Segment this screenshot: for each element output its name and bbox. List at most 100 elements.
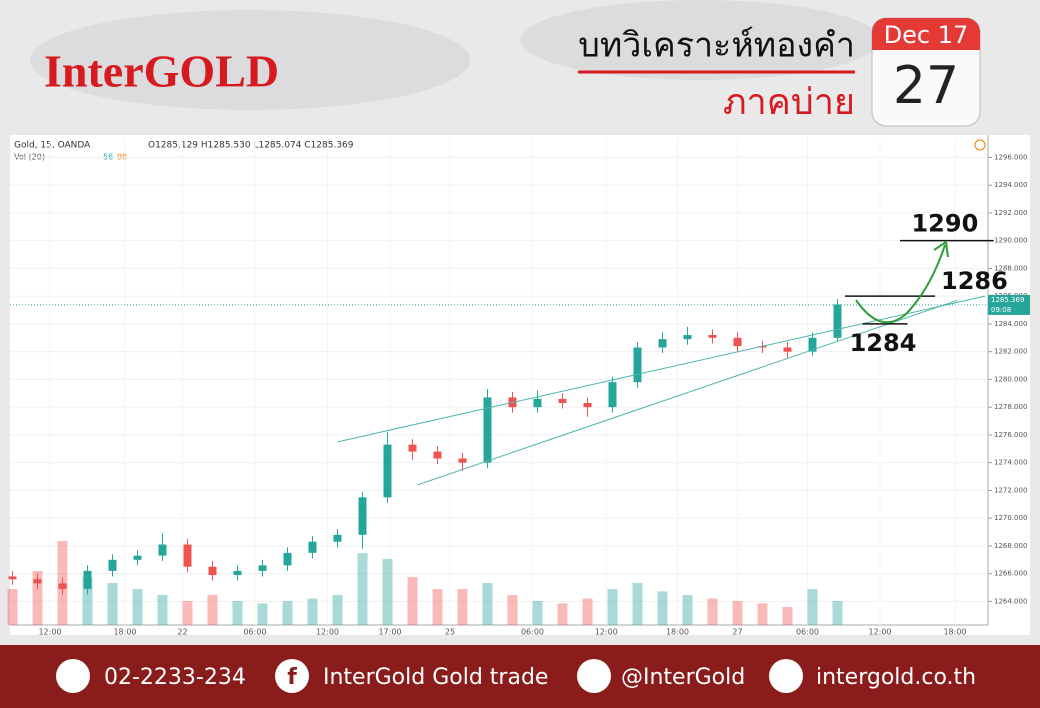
calendar-day: 27	[893, 56, 959, 116]
line-account[interactable]: @InterGold	[621, 665, 745, 690]
candle-body	[83, 570, 92, 589]
y-tick-label: 1276.000	[994, 431, 1027, 439]
x-tick-label: 18:00	[113, 628, 136, 637]
facebook-icon[interactable]	[275, 659, 309, 693]
alert-icon[interactable]	[974, 139, 986, 151]
volume-bar	[832, 601, 843, 625]
x-tick-label: 18:00	[943, 628, 966, 637]
y-tick-label: 1274.000	[994, 459, 1027, 467]
candle-body	[58, 583, 67, 589]
website[interactable]: intergold.co.th	[816, 665, 976, 690]
phone-icon[interactable]	[56, 659, 90, 693]
x-tick-label: 06:00	[521, 628, 544, 637]
symbol: Gold, 15, OANDA	[14, 141, 91, 151]
candle-body	[358, 497, 367, 535]
volume-bar	[757, 603, 768, 625]
candle-body	[308, 541, 317, 553]
volume-bar	[632, 583, 643, 625]
plot: 1264.000 1266.000 1268.000 1270.000 1272.000…	[7, 138, 1030, 637]
candle-body	[733, 337, 742, 347]
candle-body	[383, 444, 392, 498]
y-tick-label: 1280.000	[994, 375, 1027, 383]
last-price-tag	[988, 294, 1030, 315]
y-tick-label: 1290.000	[994, 237, 1027, 245]
x-tick-label: 12:00	[38, 628, 61, 637]
volume-bar	[557, 603, 568, 625]
x-tick-label: 06:00	[796, 628, 819, 637]
candle-body	[783, 347, 792, 352]
candle-body	[133, 555, 142, 560]
map-shape	[30, 10, 470, 110]
volume-bar	[732, 601, 743, 625]
volume-bar	[182, 601, 193, 625]
volume-bar	[7, 589, 18, 625]
volume-bar	[82, 577, 93, 625]
volume-bar	[457, 589, 468, 625]
candle-body	[558, 398, 567, 404]
volume-bar	[382, 559, 393, 625]
x-tick-label: 25	[445, 628, 455, 637]
candle-body	[408, 444, 417, 452]
candle-body	[533, 398, 542, 408]
y-tick-label: 1268.000	[994, 542, 1027, 550]
footer	[0, 645, 1040, 708]
channel-line	[417, 299, 958, 486]
level-label: 1290	[911, 210, 978, 238]
y-tick-label: 1266.000	[994, 570, 1027, 578]
y-tick-label: 1282.000	[994, 348, 1027, 356]
x-tick-label: 12:00	[595, 628, 618, 637]
candle-body	[633, 347, 642, 383]
volume-bar	[607, 589, 618, 625]
candle-body	[808, 337, 817, 352]
candle-body	[333, 534, 342, 542]
candle-body	[8, 576, 17, 580]
last-price-label: 1285.369	[991, 296, 1024, 304]
volume-bar	[782, 607, 793, 625]
facebook[interactable]: InterGold Gold trade	[323, 665, 548, 690]
volume-bar	[132, 589, 143, 625]
candle-body	[608, 382, 617, 408]
y-tick-label: 1264.000	[994, 597, 1027, 605]
candle-body	[183, 544, 192, 567]
forecast-arrowhead	[933, 240, 949, 258]
candle-body	[108, 559, 117, 571]
volume-bar	[432, 589, 443, 625]
calendar: Dec 17 27	[871, 17, 981, 127]
forecast-arrow	[855, 244, 946, 324]
ohlc-readout: O1285.129 H1285.530 L1285.074 C1285.369	[148, 141, 354, 151]
volume-bar	[682, 595, 693, 625]
volume-bar	[482, 583, 493, 625]
y-tick-label: 1272.000	[994, 486, 1027, 494]
candle-body	[258, 565, 267, 571]
x-tick-label: 22	[177, 628, 187, 637]
y-tick-label: 1296.000	[994, 153, 1027, 161]
volume-bar	[532, 601, 543, 625]
y-tick-label: 1284.000	[994, 320, 1027, 328]
phone[interactable]: 02-2233-234	[104, 665, 246, 690]
volume-bar	[707, 598, 718, 625]
candle-body	[458, 458, 467, 463]
y-tick-label: 1292.000	[994, 209, 1027, 217]
chart-panel	[10, 135, 1030, 635]
web-icon[interactable]	[769, 659, 803, 693]
candle-body	[283, 552, 292, 566]
x-tick-label: 12:00	[316, 628, 339, 637]
volume-bar	[332, 595, 343, 625]
volume-bar	[207, 595, 218, 625]
level-label: 1286	[941, 267, 1008, 295]
candle-body	[433, 451, 442, 459]
candle-body	[483, 397, 492, 463]
volume-bar	[407, 577, 418, 625]
candle-body	[833, 304, 842, 338]
x-tick-label: 12:00	[868, 628, 891, 637]
candle-body	[33, 579, 42, 584]
line-icon[interactable]	[577, 659, 611, 693]
candle-body	[158, 544, 167, 556]
candle-body	[583, 403, 592, 408]
volume-bar	[157, 595, 168, 625]
calendar-month: Dec 17	[884, 21, 969, 49]
candle-body	[683, 335, 692, 340]
countdown: 09:08	[991, 306, 1011, 314]
candle-body	[708, 335, 717, 338]
